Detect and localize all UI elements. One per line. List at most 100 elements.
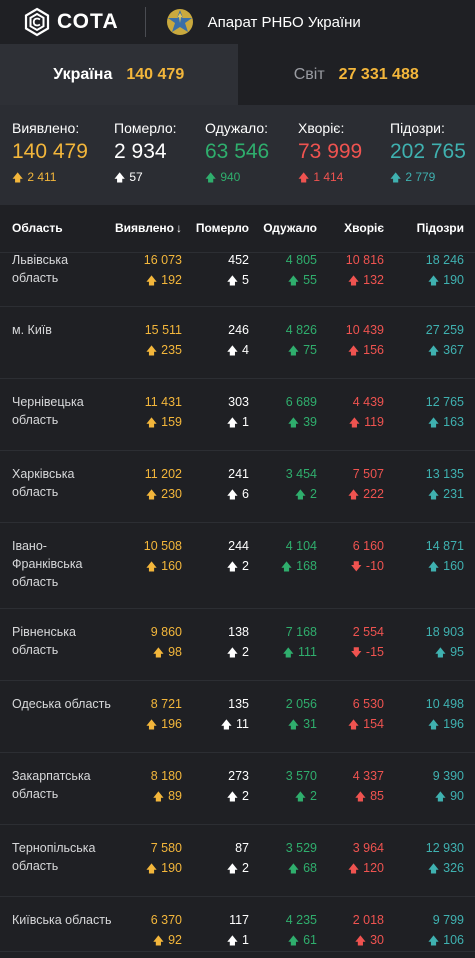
stat-recovered-delta: 🡅 940: [205, 169, 269, 185]
stat-suspected-label: Підозри:: [390, 120, 445, 136]
stat-recovered-value: 63 546: [205, 140, 270, 163]
arrow-up-icon: 🡅: [226, 863, 239, 875]
recovered-value: 4 826: [285, 323, 317, 337]
table-row[interactable]: м. Київ 15 511 🡅 235 246 🡅 4 4 826 🡅 75 10 439 🡅 156…: [0, 307, 475, 379]
th-region[interactable]: Область: [12, 221, 63, 235]
stat-recovered: Одужало: 63 546 🡅 940: [205, 120, 269, 185]
tab-ukraine-value: 140 479: [126, 65, 185, 83]
th-suspected[interactable]: Підозри: [416, 221, 464, 235]
th-detected[interactable]: Виявлено ↓: [115, 221, 182, 235]
cell-died: 303 🡅 1: [227, 393, 249, 431]
tab-ukraine-label: Україна: [53, 65, 113, 83]
suspected-delta: 🡅 163: [426, 413, 464, 431]
recovered-delta-value: 61: [303, 933, 317, 947]
tab-world[interactable]: Світ 27 331 488: [237, 44, 475, 105]
suspected-delta: 🡅 190: [426, 271, 464, 289]
died-delta-value: 11: [236, 717, 249, 731]
summary-stats: Виявлено: 140 479 🡅 2 411 Померло: 2 934 …: [0, 120, 475, 200]
detected-delta: 🡅 190: [146, 859, 182, 877]
table-row[interactable]: Харківська область 11 202 🡅 230 241 🡅 6 3 454 🡅 2…: [0, 451, 475, 523]
died-delta-value: 2: [242, 861, 249, 875]
died-value: 303: [228, 395, 249, 409]
region-name: Одеська область: [12, 697, 111, 711]
th-detected-label: Виявлено: [115, 221, 174, 235]
table-row[interactable]: Львівська область 16 073 🡅 192 452 🡅 5 4 805 🡅 55…: [0, 253, 475, 307]
cell-died: 452 🡅 5: [227, 251, 249, 289]
died-value: 87: [235, 841, 249, 855]
th-sick[interactable]: Хворіє: [344, 221, 384, 235]
table-row[interactable]: Київська область 6 370 🡅 92 117 🡅 1 4 235 🡅 61 2 0…: [0, 897, 475, 952]
suspected-value: 18 903: [425, 625, 464, 639]
cell-died: 117 🡅 1: [227, 911, 249, 949]
stat-suspected: Підозри: 202 765 🡅 2 779: [390, 120, 466, 185]
arrow-down-icon: 🡇: [350, 561, 362, 573]
tab-world-label: Світ: [293, 65, 325, 83]
suspected-delta-value: 231: [443, 487, 464, 501]
arrow-up-icon: 🡅: [287, 275, 300, 287]
arrow-up-icon: 🡅: [280, 561, 293, 573]
arrow-up-icon: 🡅: [298, 172, 310, 184]
cell-died: 87 🡅 2: [227, 839, 249, 877]
suspected-delta-value: 190: [443, 273, 464, 287]
sick-value: 4 439: [352, 395, 384, 409]
detected-delta: 🡅 98: [151, 643, 182, 661]
arrow-up-icon: 🡅: [427, 417, 440, 429]
scope-switch: Україна 140 479 Світ 27 331 488: [0, 44, 475, 105]
region-name: Чернівецька область: [12, 395, 84, 427]
suspected-delta: 🡅 231: [426, 485, 464, 503]
arrow-up-icon: 🡅: [347, 345, 360, 357]
cell-sick: 2 554 🡇 -15: [351, 623, 384, 661]
arrow-up-icon: 🡅: [152, 647, 165, 659]
recovered-value: 4 805: [285, 253, 317, 267]
suspected-delta: 🡅 367: [426, 341, 464, 359]
stat-suspected-delta: 🡅 2 779: [390, 169, 466, 185]
arrow-up-icon: 🡅: [390, 172, 402, 184]
sota-logo[interactable]: СОТА: [22, 7, 119, 37]
cell-detected: 7 580 🡅 190: [146, 839, 182, 877]
table-row[interactable]: Чернівецька область 11 431 🡅 159 303 🡅 1 6 689 🡅…: [0, 379, 475, 451]
region-name: Львівська область: [12, 253, 69, 285]
th-died[interactable]: Померло: [195, 221, 249, 235]
recovered-value: 3 570: [285, 769, 317, 783]
cell-recovered: 3 570 🡅 2: [286, 767, 317, 805]
stat-died-label: Померло:: [114, 120, 177, 136]
stat-died-delta-value: 57: [129, 170, 143, 184]
th-recovered[interactable]: Одужало: [263, 221, 317, 235]
detected-delta-value: 190: [161, 861, 182, 875]
cell-suspected: 10 498 🡅 196: [426, 695, 464, 733]
arrow-up-icon: 🡅: [226, 791, 239, 803]
detected-delta-value: 192: [161, 273, 182, 287]
detected-value: 16 073: [143, 253, 182, 267]
suspected-delta: 🡅 196: [426, 715, 464, 733]
sick-delta: 🡅 132: [346, 271, 384, 289]
table-row[interactable]: Івано-Франківська область 10 508 🡅 160 244 🡅 2…: [0, 523, 475, 609]
table-row[interactable]: Тернопільська область 7 580 🡅 190 87 🡅 2 3 529 🡅…: [0, 825, 475, 897]
table-row[interactable]: Рівненська область 9 860 🡅 98 138 🡅 2 7 168 🡅 111…: [0, 609, 475, 681]
cell-sick: 3 964 🡅 120: [348, 839, 384, 877]
table-row[interactable]: Одеська область 8 721 🡅 196 135 🡅 11 2 056 🡅 31 6 …: [0, 681, 475, 753]
recovered-delta-value: 2: [310, 789, 317, 803]
arrow-up-icon: 🡅: [287, 935, 300, 947]
arrow-up-icon: 🡅: [434, 647, 447, 659]
tab-ukraine[interactable]: Україна 140 479: [0, 44, 238, 105]
table-row[interactable]: Закарпатська область 8 180 🡅 89 273 🡅 2 3 570 🡅 2…: [0, 753, 475, 825]
suspected-delta-value: 95: [450, 645, 464, 659]
detected-delta: 🡅 159: [145, 413, 182, 431]
stat-sick-label: Хворіє:: [298, 120, 345, 136]
cell-suspected: 18 903 🡅 95: [426, 623, 464, 661]
suspected-delta-value: 196: [443, 717, 464, 731]
arrow-up-icon: 🡅: [205, 172, 217, 184]
arrow-up-icon: 🡅: [226, 561, 239, 573]
died-delta-value: 1: [242, 415, 249, 429]
suspected-value: 12 765: [425, 395, 464, 409]
detected-delta-value: 159: [161, 415, 182, 429]
detected-value: 9 860: [150, 625, 182, 639]
recovered-value: 4 104: [285, 539, 317, 553]
stat-suspected-delta-value: 2 779: [405, 170, 436, 184]
sick-value: 10 816: [345, 253, 384, 267]
stat-died: Померло: 2 934 🡅 57: [114, 120, 177, 185]
region-name: Київська область: [12, 913, 112, 927]
cell-sick: 10 439 🡅 156: [346, 321, 384, 359]
detected-value: 8 721: [150, 697, 182, 711]
recovered-value: 4 235: [285, 913, 317, 927]
